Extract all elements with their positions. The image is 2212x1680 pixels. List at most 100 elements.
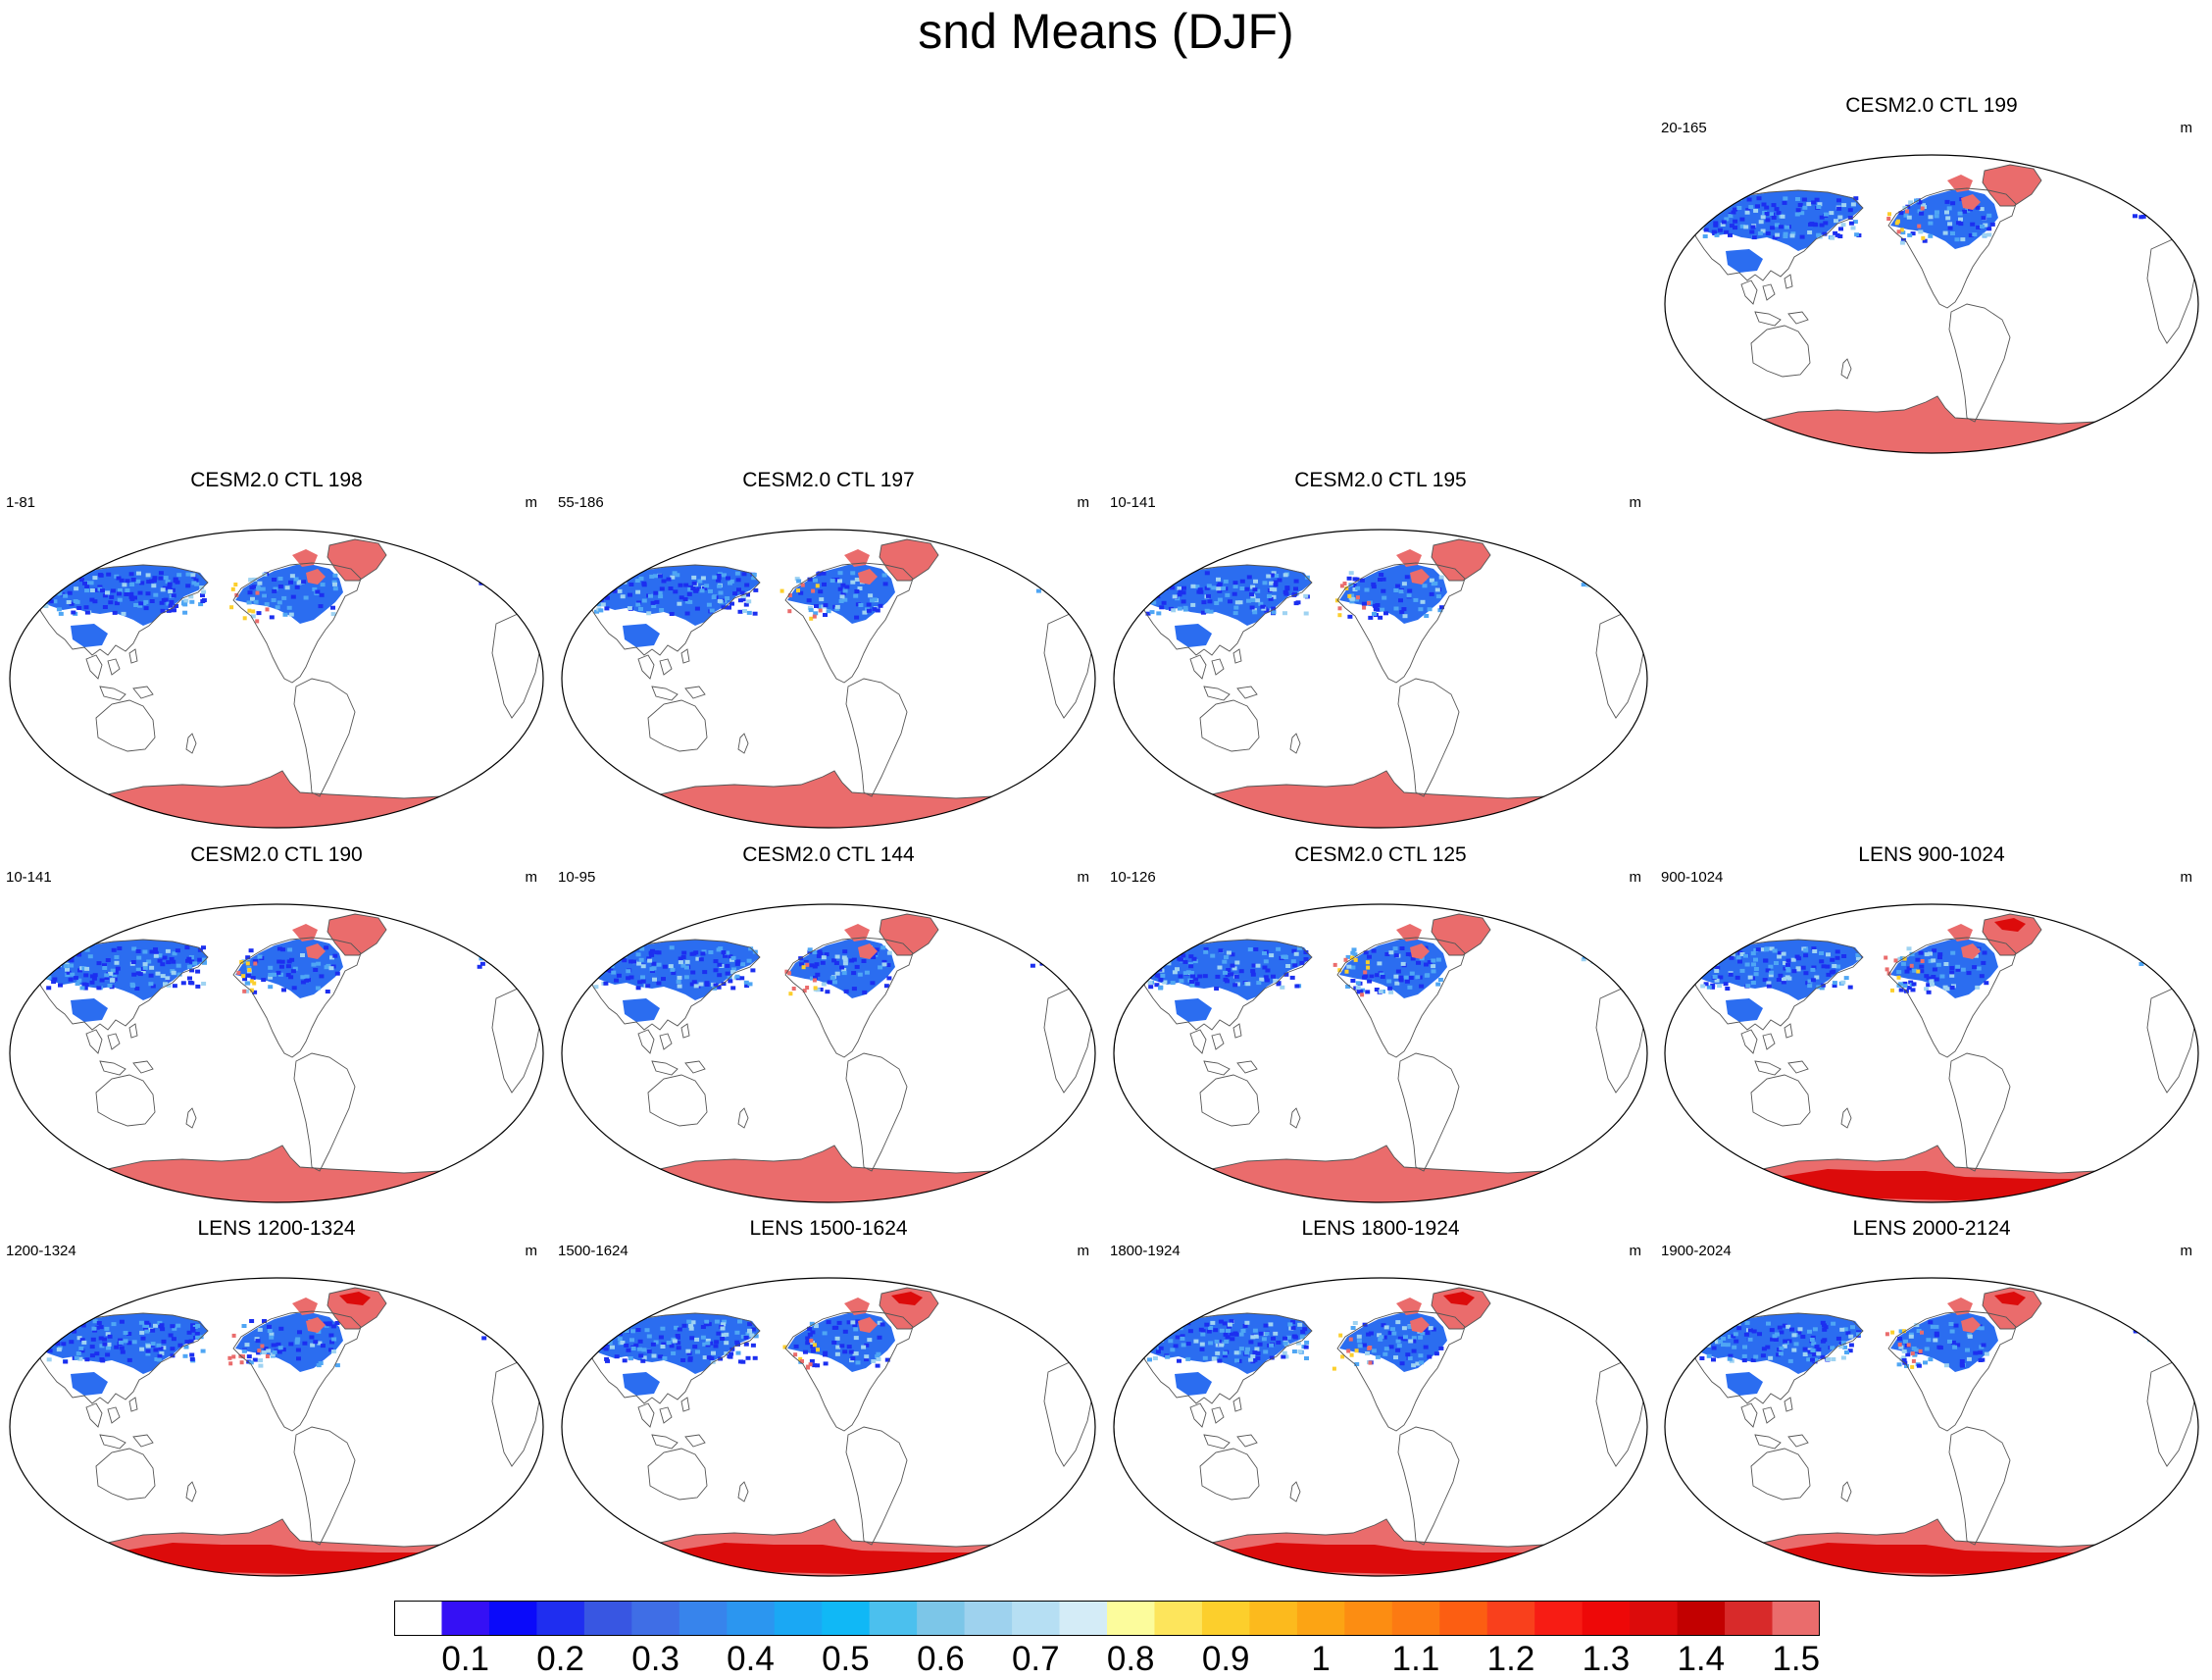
snow-cell <box>1062 951 1068 956</box>
snow-cell <box>2162 207 2168 212</box>
snow-cell <box>1905 209 1909 214</box>
snow-cell <box>187 981 193 985</box>
snow-cell <box>43 584 49 588</box>
snow-cell <box>509 926 515 931</box>
colorbar-tick-label: 0.9 <box>1201 1640 1250 1678</box>
snow-cell <box>81 982 87 987</box>
snow-cell <box>809 1321 815 1326</box>
snow-cell <box>870 981 876 986</box>
snow-cell <box>1392 946 1398 951</box>
snow-cell <box>1794 954 1800 959</box>
snow-cell <box>260 586 266 591</box>
snow-cell <box>1290 1320 1296 1325</box>
snow-cell <box>661 1342 667 1347</box>
snow-cell <box>1800 1334 1806 1339</box>
snow-cell <box>273 586 278 591</box>
snow-cell <box>1778 950 1783 955</box>
snow-cell <box>135 579 141 584</box>
snow-cell <box>1296 945 1302 950</box>
snow-cell <box>1736 1326 1742 1331</box>
snow-depth-map <box>9 903 544 1203</box>
map-panel-ctl195[interactable]: CESM2.0 CTL 195 10-141 m <box>1110 469 1651 832</box>
snow-cell <box>745 1355 751 1360</box>
snow-cell <box>1981 216 1986 221</box>
colorbar-swatch <box>774 1601 823 1636</box>
snow-cell <box>1744 962 1750 967</box>
snow-cell <box>1366 965 1371 970</box>
snow-cell <box>1224 955 1229 960</box>
snow-cell <box>1847 208 1853 213</box>
snow-cell <box>1901 1349 1907 1353</box>
snow-cell <box>1714 202 1720 207</box>
snow-cell <box>148 973 154 978</box>
snow-cell <box>693 950 699 955</box>
snow-cell <box>2164 203 2170 208</box>
snow-cell <box>189 968 195 973</box>
snow-cell <box>246 973 251 978</box>
snow-cell <box>47 956 53 961</box>
snow-cell <box>611 955 617 960</box>
snow-cell <box>514 945 520 950</box>
snow-cell <box>1748 205 1754 210</box>
map-panel-ctl125[interactable]: CESM2.0 CTL 125 10-126 m <box>1110 843 1651 1206</box>
snow-cell <box>1744 1321 1750 1325</box>
snow-cell <box>1253 947 1259 951</box>
snow-cell <box>76 952 82 957</box>
ice-sheet <box>292 549 318 567</box>
snow-cell <box>125 588 130 592</box>
snow-cell <box>1912 968 1918 973</box>
map-panel-ctl198[interactable]: CESM2.0 CTL 198 1-81 m <box>6 469 547 832</box>
page-title: snd Means (DJF) <box>918 4 1294 59</box>
map-panel-lens1200[interactable]: LENS 1200-1324 1200-1324 m <box>6 1217 547 1580</box>
snow-cell <box>1625 935 1631 939</box>
snow-cell <box>1398 589 1404 594</box>
map-panel-ctl190[interactable]: CESM2.0 CTL 190 10-141 m <box>6 843 547 1206</box>
snow-cell <box>727 1354 732 1359</box>
snow-cell <box>105 1352 111 1357</box>
snow-cell <box>2150 179 2156 184</box>
snow-cell <box>2154 189 2160 194</box>
snow-cell <box>68 977 74 982</box>
snow-cell <box>601 587 607 592</box>
snow-cell <box>839 965 844 970</box>
snow-cell <box>84 588 90 593</box>
snow-cell <box>510 1304 516 1309</box>
snow-cell <box>1348 571 1354 576</box>
map-panel-lens1500[interactable]: LENS 1500-1624 1500-1624 m <box>558 1217 1099 1580</box>
snow-cell <box>809 1338 814 1343</box>
map-panel-lens2000[interactable]: LENS 2000-2124 1900-2024 m <box>1661 1217 2202 1580</box>
snow-cell <box>1766 1321 1771 1326</box>
snow-cell <box>1253 1334 1259 1339</box>
snow-cell <box>886 976 892 981</box>
coastline-northamerica <box>1887 187 2017 309</box>
snow-cell <box>272 972 276 977</box>
snow-cell <box>734 571 740 576</box>
snow-cell <box>249 1319 255 1323</box>
snow-cell <box>730 986 736 991</box>
map-panel-ctl199[interactable]: CESM2.0 CTL 199 20-165 m <box>1661 94 2202 457</box>
snow-cell <box>150 984 156 989</box>
coastline-nz <box>737 733 749 754</box>
map-panel-lens900[interactable]: LENS 900-1024 900-1024 m <box>1661 843 2202 1206</box>
snow-cell <box>1749 229 1755 234</box>
snow-cell <box>1204 585 1210 590</box>
snow-cell <box>1377 961 1382 966</box>
snow-cell <box>854 578 860 582</box>
snow-cell <box>1890 1330 1895 1335</box>
snow-cell <box>1280 985 1285 990</box>
snow-cell <box>1830 235 1835 240</box>
snow-cell <box>246 600 252 605</box>
snow-cell <box>1976 966 1982 971</box>
snow-cell <box>2172 954 2178 958</box>
snow-cell <box>1768 964 1774 969</box>
snow-cell <box>1832 981 1837 986</box>
map-panel-ctl144[interactable]: CESM2.0 CTL 144 10-95 m <box>558 843 1099 1206</box>
snow-cell <box>276 1349 282 1354</box>
snow-cell <box>1706 1319 1712 1324</box>
map-panel-lens1800[interactable]: LENS 1800-1924 1800-1924 m <box>1110 1217 1651 1580</box>
snow-cell <box>1214 1339 1220 1344</box>
map-panel-ctl197[interactable]: CESM2.0 CTL 197 55-186 m <box>558 469 1099 832</box>
snow-cell <box>324 945 329 950</box>
snow-cell <box>1262 951 1267 955</box>
snow-cell <box>1780 214 1785 219</box>
